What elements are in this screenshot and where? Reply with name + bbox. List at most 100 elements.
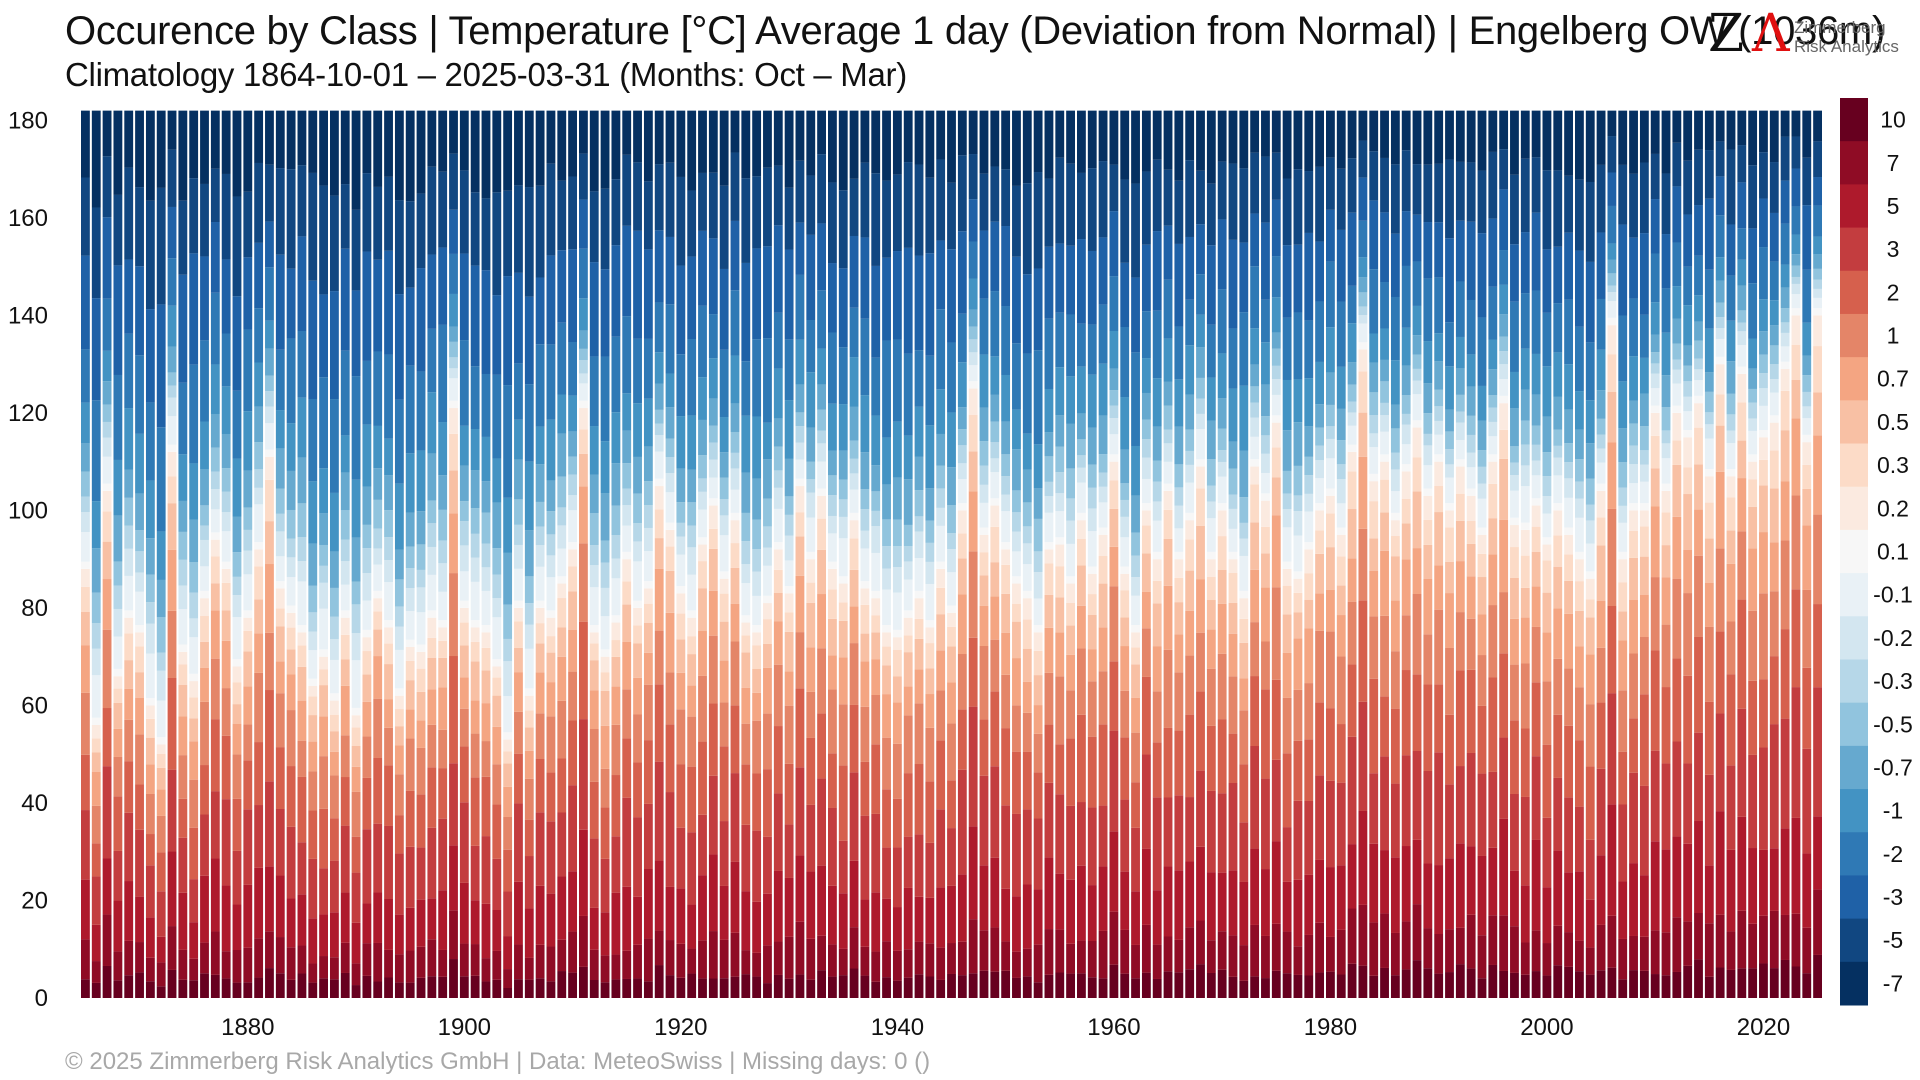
colorbar-label: 7 (1887, 150, 1900, 176)
bar-segment (687, 574, 697, 611)
bar-segment (340, 659, 350, 686)
bar-segment (503, 988, 513, 998)
bar-segment (557, 548, 567, 577)
bar-segment (1726, 110, 1736, 150)
bar-segment (1499, 818, 1509, 916)
bar-segment (470, 581, 480, 621)
bar-segment (925, 620, 935, 628)
bar-segment (1607, 292, 1617, 302)
bar-segment (145, 623, 155, 654)
bar-segment (1553, 658, 1563, 715)
bar-segment (1477, 935, 1487, 979)
bar-segment (600, 649, 610, 657)
bar-segment (427, 939, 437, 977)
bar-segment (1066, 625, 1075, 655)
bar-segment (200, 641, 209, 668)
bar-segment (1791, 379, 1801, 419)
bar-segment (1228, 976, 1238, 998)
bar-segment (622, 463, 632, 489)
bar-segment (1087, 940, 1097, 978)
bar-segment (719, 185, 729, 269)
bar-segment (1510, 577, 1519, 619)
bar-segment (1618, 559, 1628, 583)
bar-segment (319, 294, 328, 378)
bar-segment (1033, 818, 1043, 890)
bar-segment (1694, 369, 1703, 381)
bar-segment (1087, 464, 1097, 488)
bar-segment (1217, 653, 1227, 720)
bar-segment (524, 710, 534, 728)
bar-segment (340, 634, 350, 660)
bar-segment (1087, 427, 1097, 465)
bar-segment (275, 488, 285, 514)
bar-segment (730, 489, 740, 513)
bar-segment (1650, 974, 1660, 998)
bar-segment (492, 295, 502, 375)
bar-segment (91, 771, 101, 806)
bar-segment (1477, 385, 1487, 421)
bar-segment (308, 982, 318, 998)
bar-segment (124, 110, 134, 168)
bar-segment (1185, 160, 1195, 237)
bar-segment (1131, 978, 1140, 998)
bar-segment (210, 719, 220, 792)
bar-segment (102, 456, 112, 484)
bar-segment (828, 182, 837, 264)
bar-segment (308, 771, 318, 811)
bar-segment (254, 110, 264, 163)
bar-segment (1629, 772, 1638, 864)
bar-segment (838, 765, 848, 841)
bar-segment (1715, 141, 1725, 177)
bar-segment (1748, 548, 1758, 611)
bar-segment (1077, 714, 1086, 803)
bar-segment (1553, 303, 1563, 353)
bar-segment (1282, 827, 1292, 882)
bar-segment (1813, 205, 1822, 237)
bar-segment (1282, 568, 1292, 586)
bar-segment (1585, 520, 1595, 544)
y-tick-label: 120 (8, 400, 48, 427)
bar-segment (1488, 964, 1498, 998)
bar-segment (265, 375, 274, 392)
bar-segment (1369, 333, 1379, 363)
bar-segment (1748, 754, 1758, 849)
bar-segment (654, 302, 664, 353)
bar-segment (178, 500, 188, 532)
bar-segment (936, 614, 946, 651)
bar-segment (1585, 947, 1595, 975)
bar-segment (1737, 182, 1747, 229)
bar-segment (611, 336, 621, 413)
bar-segment (719, 535, 729, 572)
bar-segment (1639, 785, 1649, 876)
bar-segment (1542, 496, 1552, 514)
bar-segment (1098, 555, 1108, 584)
bar-segment (1044, 782, 1054, 858)
bar-segment (1022, 526, 1032, 544)
bar-segment (1748, 506, 1758, 549)
bar-segment (600, 540, 610, 563)
bar-segment (81, 177, 90, 256)
bar-segment (135, 110, 144, 188)
bar-segment (1282, 493, 1292, 510)
bar-segment (1185, 394, 1195, 430)
bar-segment (449, 845, 458, 911)
bar-segment (1141, 525, 1151, 554)
bar-segment (849, 704, 859, 773)
bar-segment (330, 751, 339, 776)
bar-segment (1369, 481, 1379, 502)
bar-segment (698, 544, 707, 562)
bar-segment (1553, 429, 1563, 446)
bar-segment (1564, 175, 1573, 233)
bar-segment (643, 603, 653, 623)
bar-segment (1380, 415, 1389, 432)
bar-segment (1585, 654, 1595, 705)
bar-segment (113, 756, 123, 797)
bar-segment (1520, 486, 1530, 523)
bar-segment (676, 354, 686, 417)
bar-segment (838, 576, 848, 584)
bar-segment (1564, 668, 1573, 726)
bar-segment (91, 752, 101, 772)
bar-segment (708, 498, 718, 506)
bar-segment (286, 577, 296, 606)
bar-segment (773, 621, 783, 665)
